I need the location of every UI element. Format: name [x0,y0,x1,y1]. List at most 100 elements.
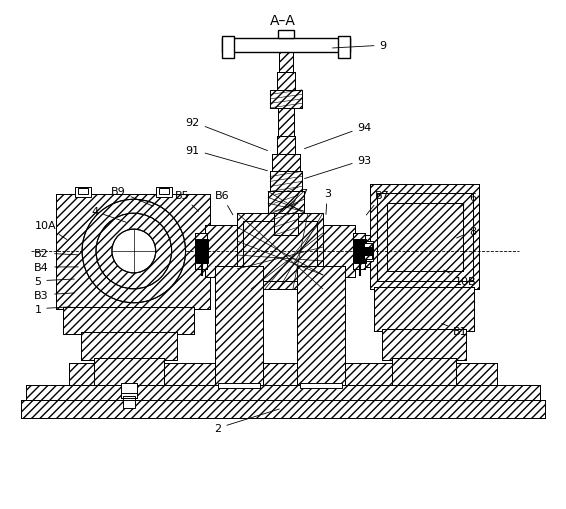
Text: B6: B6 [215,191,233,215]
Text: 94: 94 [305,123,372,149]
Bar [27,385,539,401]
Bar [370,185,479,289]
Bar [158,189,169,195]
Bar [27,385,539,401]
Bar [196,240,208,264]
Bar [268,192,304,214]
Bar [218,384,260,388]
Bar [274,186,298,236]
Bar [279,51,293,73]
Bar [278,108,294,136]
Bar [378,194,473,281]
Bar [363,247,372,256]
Bar [279,51,293,73]
Circle shape [96,214,171,289]
Text: 92: 92 [186,118,268,151]
Bar [78,189,88,195]
Bar [94,359,164,385]
Bar [363,244,371,260]
Text: A–A: A–A [270,14,296,28]
Bar [69,364,497,385]
Circle shape [112,230,156,273]
Bar [205,225,237,277]
Text: 9: 9 [332,41,387,51]
Bar [278,108,294,136]
Text: B3: B3 [35,290,74,300]
Text: B7: B7 [366,191,389,216]
Bar [297,266,345,385]
Bar [383,329,466,361]
Bar [392,359,456,385]
Bar [383,329,466,361]
Text: 1: 1 [35,304,70,314]
Bar [353,234,365,269]
Bar [388,204,463,271]
Bar [375,287,474,331]
Text: B4: B4 [35,263,78,272]
Text: B5: B5 [174,191,199,212]
Bar [353,234,365,269]
Bar [195,236,402,267]
Bar [277,136,295,154]
Bar [63,307,195,334]
Bar [94,359,164,385]
Text: 2: 2 [215,409,280,433]
Bar [75,188,91,198]
Bar [22,401,544,418]
Bar [216,266,263,385]
Text: 5: 5 [35,276,74,286]
Circle shape [82,200,186,303]
Text: 3: 3 [324,189,331,215]
Text: 4: 4 [91,207,126,223]
Bar [81,332,177,361]
Bar [270,91,302,108]
Bar [121,384,137,399]
Bar [69,364,497,385]
Bar [22,401,544,418]
Bar [278,31,294,39]
Bar [205,225,237,277]
Bar [272,154,300,172]
Bar [375,287,474,331]
Bar [268,192,304,214]
Bar [323,225,355,277]
Text: B1: B1 [441,324,468,336]
Bar [270,172,302,192]
Bar [63,307,195,334]
Text: 7: 7 [282,189,307,212]
Bar [392,359,456,385]
Bar [123,397,135,408]
Bar [300,384,342,388]
Bar [277,73,295,91]
Bar [363,242,372,262]
Bar [222,39,350,53]
Bar [243,222,317,281]
Bar [323,225,355,277]
Bar [237,214,323,289]
Bar [338,37,350,59]
Text: B2: B2 [35,248,78,259]
Bar [270,91,302,108]
Bar [56,195,211,309]
Bar [272,154,300,172]
Bar [195,234,207,269]
Text: 6: 6 [457,193,476,210]
Bar [81,332,177,361]
Bar [156,188,171,198]
Bar [195,234,207,269]
Bar [370,185,479,289]
Bar [270,172,302,192]
Text: 10A: 10A [35,221,67,240]
Bar [237,214,323,289]
Bar [243,222,317,281]
Text: 93: 93 [305,155,372,179]
Bar [56,195,211,309]
Bar [378,194,473,281]
Bar [354,240,366,264]
Text: 8: 8 [457,227,476,239]
Bar [216,266,263,385]
Text: 91: 91 [186,145,267,172]
Text: B9: B9 [111,187,153,207]
Text: 10B: 10B [444,271,477,286]
Bar [277,73,295,91]
